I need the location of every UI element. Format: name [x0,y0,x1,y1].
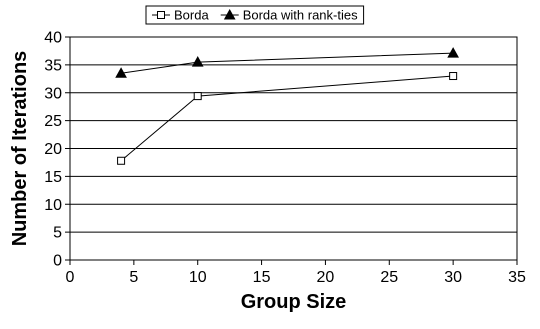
x-tick-label: 10 [189,269,207,286]
y-axis-title: Number of Iterations [9,51,31,247]
data-point [193,92,202,101]
y-tick-label: 25 [44,113,62,130]
legend-box [145,5,365,25]
x-tick-label: 0 [66,269,75,286]
legend-label: Borda [174,8,209,23]
x-tick-label: 30 [444,269,462,286]
legend-label: Borda with rank-ties [243,8,358,23]
data-point [191,56,204,67]
series-borda-with-rank-ties [115,47,459,78]
y-tick-label: 20 [44,141,62,158]
y-tick-label: 10 [44,197,62,214]
y-tick-label: 0 [53,253,62,270]
x-tick-label: 20 [317,269,335,286]
y-axis-ticks: 0 5 10 15 20 25 30 35 40 [44,30,70,270]
data-point [115,67,127,78]
legend-marker [157,11,165,19]
x-tick-label: 25 [380,269,398,286]
y-tick-label: 15 [44,169,62,186]
data-point [447,47,459,58]
legend-item: Borda with rank-ties [220,8,358,23]
series-line [121,52,454,74]
data-point [449,72,458,81]
legend: Borda Borda with rank-ties [145,5,365,25]
y-tick-label: 35 [44,57,62,74]
x-tick-label: 5 [129,269,138,286]
x-tick-label: 15 [253,269,271,286]
legend-marker [223,8,236,20]
y-tick-label: 5 [53,225,62,242]
series-layer [115,47,459,165]
x-tick-label: 35 [508,269,526,286]
y-tick-label: 40 [44,30,62,47]
data-point [117,156,126,165]
x-axis-ticks: 0 5 10 15 20 25 30 35 [66,260,526,286]
x-axis-title: Group Size [241,291,347,313]
y-tick-label: 30 [44,85,62,102]
series-borda [117,72,458,165]
legend-item: Borda [152,8,209,23]
legend-items: Borda Borda with rank-ties [152,8,358,23]
